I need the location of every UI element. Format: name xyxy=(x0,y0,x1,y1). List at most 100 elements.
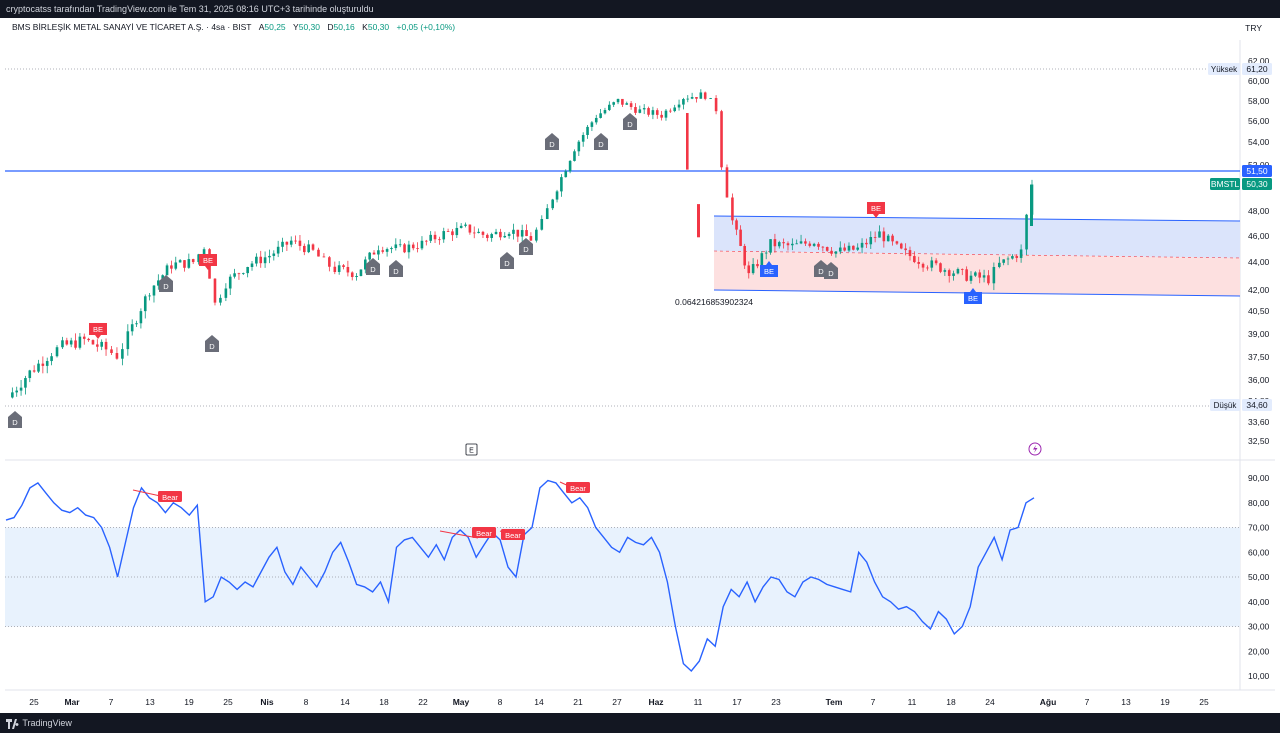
candle-body xyxy=(873,237,877,238)
rsi-axis-tick: 70,00 xyxy=(1248,523,1270,533)
candle-body xyxy=(372,252,376,255)
candle-body xyxy=(174,262,178,269)
candle-body xyxy=(115,353,119,359)
time-axis-tick: 19 xyxy=(184,697,194,707)
time-axis-tick: 22 xyxy=(418,697,428,707)
high-value-label: 61,20 xyxy=(1246,64,1268,74)
time-axis-tick: 25 xyxy=(29,697,39,707)
candle-body xyxy=(998,262,1001,267)
candle-body xyxy=(45,361,49,366)
bear-label-bg xyxy=(566,482,590,493)
bearish-engulfing-label: BE xyxy=(871,204,881,213)
price-axis-tick: 56,00 xyxy=(1248,116,1270,126)
candle-body xyxy=(677,104,681,108)
candle-body xyxy=(697,204,700,238)
bullish-engulfing-label: BE xyxy=(968,294,978,303)
candle-body xyxy=(747,265,751,274)
candle-body xyxy=(78,336,82,348)
candle-body xyxy=(926,267,929,269)
candle-body xyxy=(459,225,463,228)
currency-label[interactable]: TRY xyxy=(1245,23,1262,33)
candle-body xyxy=(808,243,812,246)
candle-body xyxy=(342,265,345,267)
candle-body xyxy=(276,246,280,254)
candle-body xyxy=(1015,256,1019,258)
candle-body xyxy=(37,363,40,372)
candle-body xyxy=(782,242,785,244)
candle-body xyxy=(655,110,659,115)
candle-body xyxy=(764,252,768,254)
candle-body xyxy=(886,235,890,242)
candle-body xyxy=(516,229,520,237)
candle-body xyxy=(213,278,217,303)
candle-body xyxy=(403,244,406,253)
candle-body xyxy=(135,323,138,325)
candle-body xyxy=(616,98,620,103)
candle-body xyxy=(91,340,95,345)
candle-body xyxy=(720,111,723,168)
candle-body xyxy=(110,349,113,354)
earnings-event-label: E xyxy=(469,448,474,455)
candle-body xyxy=(629,103,633,108)
symbol-name[interactable]: BMS BİRLEŞİK METAL SANAYİ VE TİCARET A.Ş… xyxy=(12,22,252,32)
time-axis-tick: 14 xyxy=(534,697,544,707)
support-marker-label: D xyxy=(549,140,555,149)
candle-body xyxy=(987,275,990,284)
candle-body xyxy=(126,331,130,350)
candle-body xyxy=(699,92,703,99)
candle-body xyxy=(69,340,73,345)
candle-body xyxy=(490,234,493,238)
support-marker xyxy=(159,275,173,292)
candle-body xyxy=(165,265,169,276)
time-axis-tick: 24 xyxy=(985,697,995,707)
candle-body xyxy=(50,356,53,362)
candle-body xyxy=(337,265,341,272)
candle-body xyxy=(878,231,881,238)
candle-body xyxy=(494,231,498,235)
candle-body xyxy=(695,97,698,99)
support-marker xyxy=(205,335,219,352)
candle-body xyxy=(429,234,432,241)
high-value-bg xyxy=(1242,63,1272,75)
candle-body xyxy=(956,269,960,274)
support-marker-label: D xyxy=(12,418,18,427)
candle-body xyxy=(581,134,585,142)
candle-body xyxy=(407,244,411,253)
bear-divergence-line xyxy=(439,530,479,539)
candle-body xyxy=(28,370,32,379)
support-marker-label: D xyxy=(393,267,399,276)
time-axis-tick: Mar xyxy=(64,697,80,707)
candle-body xyxy=(350,272,354,278)
price-axis-tick: 54,00 xyxy=(1248,137,1270,147)
high-value: 50,30 xyxy=(298,22,320,32)
candle-body xyxy=(503,235,507,238)
candle-body xyxy=(647,108,650,115)
candle-body xyxy=(913,256,916,263)
candle-body xyxy=(703,92,707,99)
candle-body xyxy=(908,250,912,257)
candle-body xyxy=(525,230,528,237)
candle-body xyxy=(551,199,554,209)
tradingview-logo[interactable]: TradingView xyxy=(6,713,72,733)
price-axis-tick: 32,50 xyxy=(1248,436,1270,446)
support-marker xyxy=(366,258,380,275)
candle-body xyxy=(735,220,738,230)
low-value-label: 34,60 xyxy=(1246,400,1268,410)
support-marker-label: D xyxy=(598,140,604,149)
candle-body xyxy=(1019,249,1023,258)
candle-body xyxy=(219,297,222,303)
candle-body xyxy=(577,141,581,152)
candle-body xyxy=(904,248,907,251)
time-axis-tick: 7 xyxy=(109,697,114,707)
support-marker-label: D xyxy=(828,269,834,278)
candle-body xyxy=(856,247,860,250)
candle-body xyxy=(183,260,186,268)
candle-body xyxy=(799,241,803,244)
candle-body xyxy=(930,260,934,268)
bearish-engulfing-label: BE xyxy=(203,256,213,265)
candle-body xyxy=(560,177,563,192)
candle-body xyxy=(82,336,86,339)
candle-body xyxy=(1006,258,1010,260)
bear-label: Bear xyxy=(162,493,178,502)
